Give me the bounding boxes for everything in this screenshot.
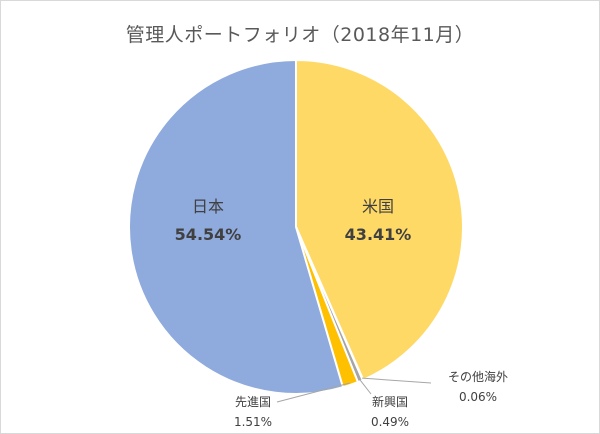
slice-value-3: 1.51% (234, 415, 272, 429)
slice-value-2: 0.49% (371, 415, 409, 429)
slice-value-4: 54.54% (175, 225, 242, 244)
slice-name-3: 先進国 (235, 395, 271, 409)
pie-slice-0 (295, 59, 464, 381)
slice-name-4: 日本 (192, 197, 224, 216)
chart-title: 管理人ポートフォリオ（2018年11月） (125, 24, 475, 46)
slice-name-1: その他海外 (448, 369, 508, 384)
slice-labels: 米国 43.41% その他海外 0.06% 新興国 0.49% 先進国 1.51% 日本 54.5… (175, 197, 508, 429)
leader-line-3 (276, 382, 350, 403)
slice-name-2: 新興国 (372, 394, 408, 409)
pie-slice-4 (128, 59, 344, 395)
leader-line-1 (362, 377, 432, 384)
leader-lines (276, 377, 432, 403)
leader-line-2 (359, 378, 372, 395)
slice-name-0: 米国 (362, 197, 394, 216)
slice-value-1: 0.06% (459, 390, 497, 404)
pie-slices (128, 59, 464, 395)
slice-value-0: 43.41% (345, 225, 412, 244)
